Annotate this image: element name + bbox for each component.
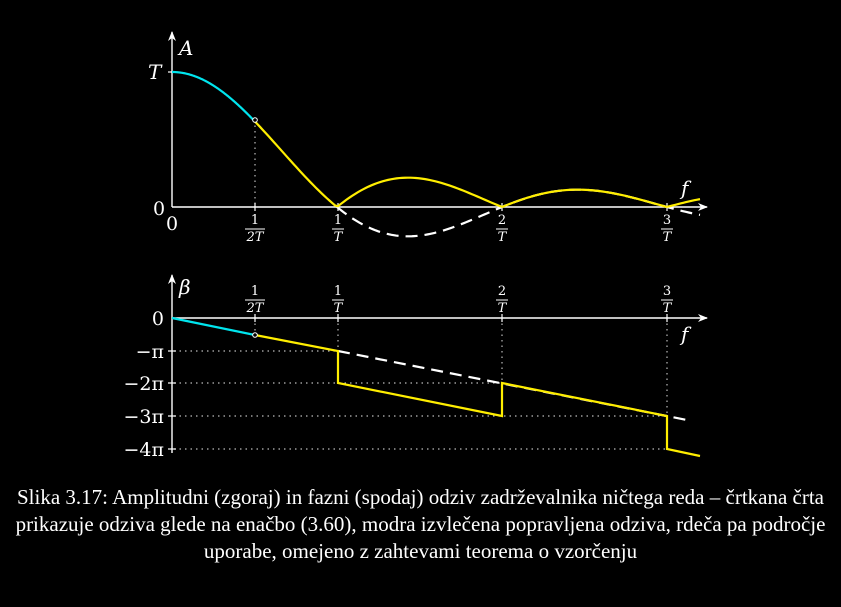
phase-cyan-line: [171, 316, 256, 337]
phase-tick-label-minus-2pi: −2π: [124, 373, 165, 395]
fraction-denominator: T: [334, 301, 344, 316]
fraction-numerator: 3: [663, 213, 671, 228]
amplitude-dashed-curve: [336, 188, 701, 238]
fraction-numerator: 2: [498, 213, 506, 228]
phase-tick-label-minus-pi: −π: [136, 341, 164, 363]
phase-tick-label-minus-4pi: −4π: [124, 439, 165, 461]
fraction-denominator: T: [498, 301, 508, 316]
phase-freq-label-half: 1 2T: [245, 284, 265, 316]
amplitude-freq-label-2: 2 T: [496, 213, 508, 245]
fraction-numerator: 2: [498, 284, 506, 299]
fraction-denominator: 2T: [246, 301, 265, 316]
phase-plot: β f 0 −π −2π −3π −4π 1 2T 1 T 2 T 3 T: [124, 274, 708, 461]
amplitude-x-label: f: [679, 176, 692, 200]
phase-freq-label-2: 2 T: [496, 284, 508, 316]
amplitude-freq-label-3: 3 T: [661, 213, 673, 245]
amplitude-origin-label: 0: [166, 213, 178, 235]
fraction-denominator: T: [663, 230, 673, 245]
amplitude-tick-label-T: T: [148, 60, 163, 84]
fraction-numerator: 3: [663, 284, 671, 299]
fraction-numerator: 1: [334, 213, 342, 228]
phase-freq-label-3: 3 T: [661, 284, 673, 316]
figure-caption: Slika 3.17: Amplitudni (zgoraj) in fazni…: [15, 485, 826, 563]
phase-yellow-line: [254, 333, 701, 458]
amplitude-freq-label-half: 1 2T: [245, 213, 265, 245]
fraction-denominator: T: [498, 230, 508, 245]
fraction-numerator: 1: [334, 284, 342, 299]
amplitude-yellow-curve: [253, 120, 701, 209]
fraction-numerator: 1: [251, 213, 259, 228]
fraction-denominator: T: [334, 230, 344, 245]
amplitude-half-marker: [252, 117, 258, 123]
amplitude-y-label: A: [177, 36, 193, 60]
phase-freq-label-1: 1 T: [332, 284, 344, 316]
phase-tick-label-minus-3pi: −3π: [124, 406, 165, 428]
fraction-denominator: 2T: [246, 230, 265, 245]
amplitude-freq-label-1: 1 T: [332, 213, 344, 245]
response-figure: A f T 0 0 1 2T 1 T 2 T 3 T: [124, 31, 708, 461]
fraction-denominator: T: [663, 301, 673, 316]
amplitude-plot: A f T 0 0 1 2T 1 T 2 T 3 T: [148, 31, 708, 245]
phase-y-label: β: [178, 275, 191, 299]
amplitude-cyan-curve: [172, 70, 256, 122]
phase-half-marker: [252, 332, 258, 338]
phase-tick-label-0: 0: [152, 308, 164, 330]
fraction-numerator: 1: [251, 284, 259, 299]
amplitude-tick-label-0: 0: [153, 198, 165, 220]
phase-x-label: f: [679, 322, 692, 346]
